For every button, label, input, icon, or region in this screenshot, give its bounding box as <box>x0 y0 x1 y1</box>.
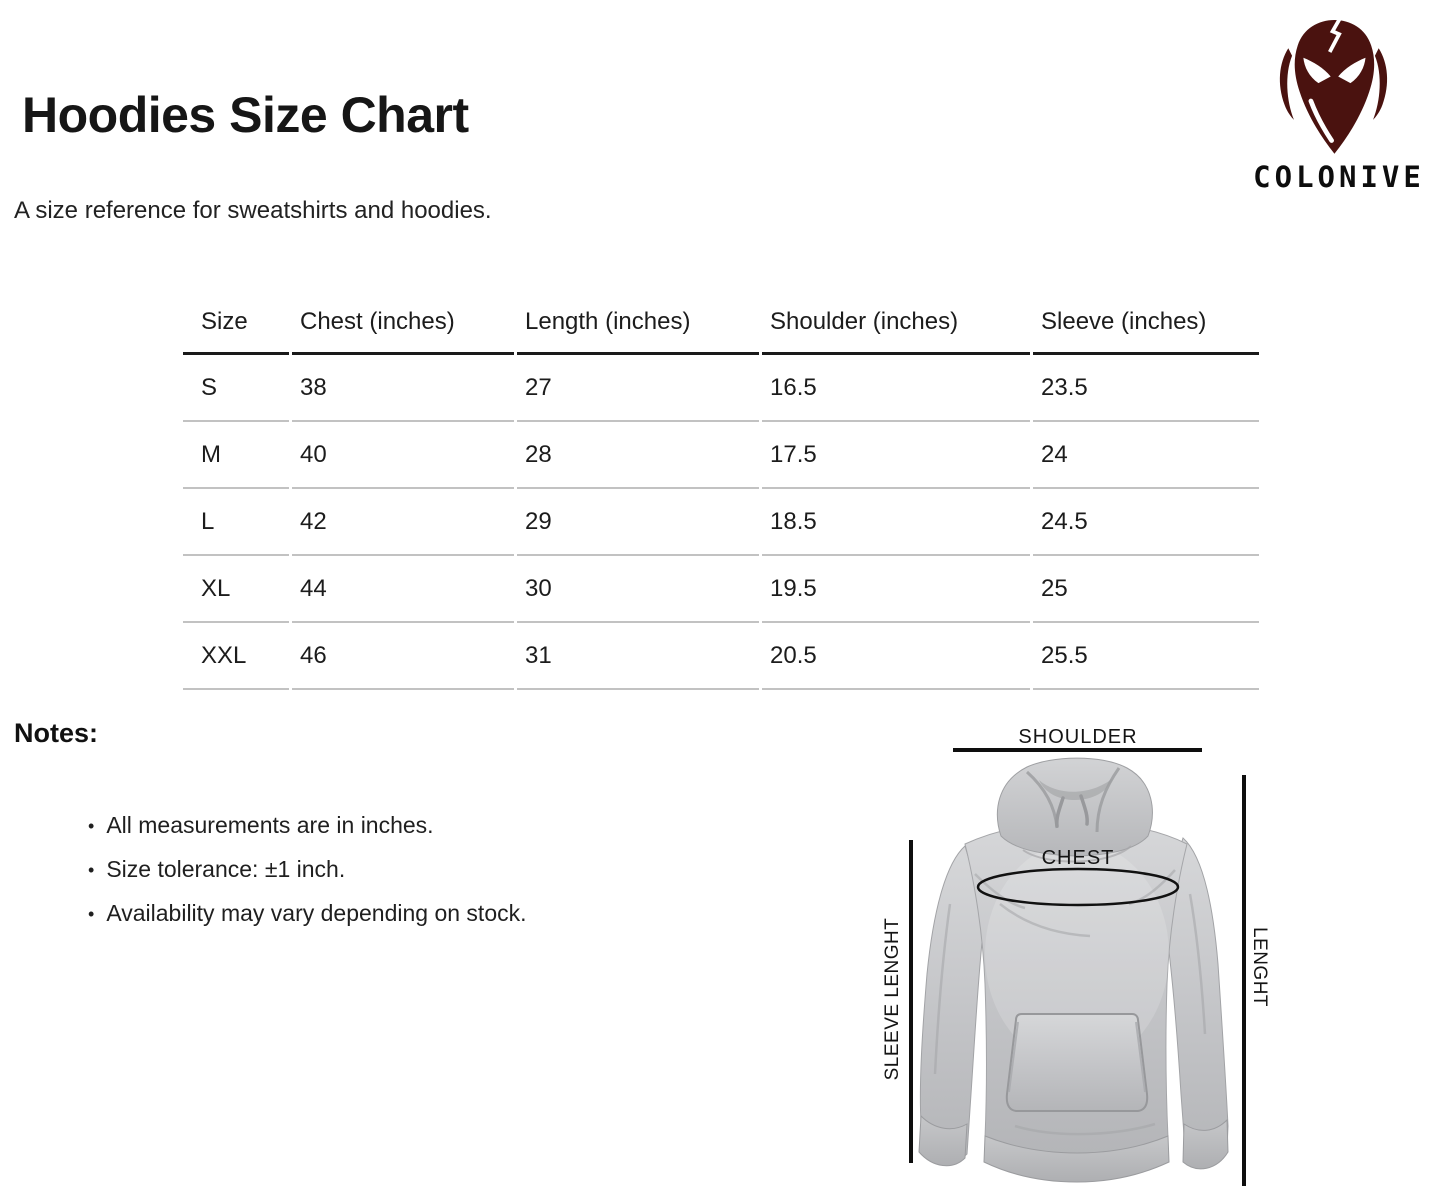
table-cell: 23.5 <box>1033 355 1259 422</box>
length-label: LENGHT <box>1249 926 1270 1008</box>
note-item: • Availability may vary depending on stoc… <box>88 898 527 930</box>
table-cell: 16.5 <box>762 355 1030 422</box>
table-row: L 42 29 18.5 24.5 <box>183 489 1259 556</box>
table-row: M 40 28 17.5 24 <box>183 422 1259 489</box>
length-measure-line <box>1242 775 1246 1186</box>
note-item: • All measurements are in inches. <box>88 810 527 842</box>
notes-list: • All measurements are in inches. • Size to… <box>88 810 527 942</box>
table-cell: 17.5 <box>762 422 1030 489</box>
table-cell: 40 <box>292 422 514 489</box>
bullet-marker: • <box>88 904 95 924</box>
table-cell: 18.5 <box>762 489 1030 556</box>
notes-heading: Notes: <box>14 718 99 748</box>
bullet-marker: • <box>88 816 95 836</box>
size-table: Size Chest (inches) Length (inches) Shoulde… <box>180 294 1262 690</box>
bullet-marker: • <box>88 860 95 880</box>
table-row: XXL 46 31 20.5 25.5 <box>183 623 1259 690</box>
table-cell: 29 <box>517 489 759 556</box>
table-cell: 24.5 <box>1033 489 1259 556</box>
size-table-body: S 38 27 16.5 23.5 M 40 28 17.5 24 L 42 29 18.5 24.5 XL 4… <box>183 355 1259 690</box>
table-row: S 38 27 16.5 23.5 <box>183 355 1259 422</box>
table-cell: 25.5 <box>1033 623 1259 690</box>
table-cell: 20.5 <box>762 623 1030 690</box>
table-cell: L <box>183 489 289 556</box>
sleeve-length-measure-line <box>909 840 913 1163</box>
column-header: Length (inches) <box>517 294 759 355</box>
table-cell: 27 <box>517 355 759 422</box>
table-cell: M <box>183 422 289 489</box>
table-cell: 31 <box>517 623 759 690</box>
table-cell: 25 <box>1033 556 1259 623</box>
table-cell: 19.5 <box>762 556 1030 623</box>
sleeve-length-label: SLEEVE LENGHT <box>882 917 903 1081</box>
chest-measure-ellipse <box>976 867 1180 907</box>
table-cell: XL <box>183 556 289 623</box>
table-cell: 30 <box>517 556 759 623</box>
table-cell: 28 <box>517 422 759 489</box>
chest-label: CHEST <box>1041 847 1115 869</box>
table-row: XL 44 30 19.5 25 <box>183 556 1259 623</box>
column-header: Shoulder (inches) <box>762 294 1030 355</box>
table-cell: 42 <box>292 489 514 556</box>
demon-mask-icon <box>1279 17 1388 154</box>
column-header: Chest (inches) <box>292 294 514 355</box>
size-table-header-row: Size Chest (inches) Length (inches) Shoulde… <box>183 294 1259 355</box>
table-cell: XXL <box>183 623 289 690</box>
shoulder-label: SHOULDER <box>1018 726 1138 748</box>
table-cell: 38 <box>292 355 514 422</box>
note-text: All measurements are in inches. <box>106 812 434 838</box>
column-header: Size <box>183 294 289 355</box>
page-subtitle: A size reference for sweatshirts and hoo… <box>14 197 492 224</box>
note-text: Availability may vary depending on stock… <box>106 900 527 926</box>
note-item: • Size tolerance: ±1 inch. <box>88 854 527 886</box>
table-cell: S <box>183 355 289 422</box>
note-text: Size tolerance: ±1 inch. <box>106 856 346 882</box>
column-header: Sleeve (inches) <box>1033 294 1259 355</box>
brand-name: COLONIVE <box>1253 160 1425 194</box>
table-cell: 46 <box>292 623 514 690</box>
table-cell: 24 <box>1033 422 1259 489</box>
shoulder-measure-line <box>953 748 1202 752</box>
hoodie-image <box>918 757 1229 1183</box>
page-title: Hoodies Size Chart <box>22 87 469 143</box>
table-cell: 44 <box>292 556 514 623</box>
